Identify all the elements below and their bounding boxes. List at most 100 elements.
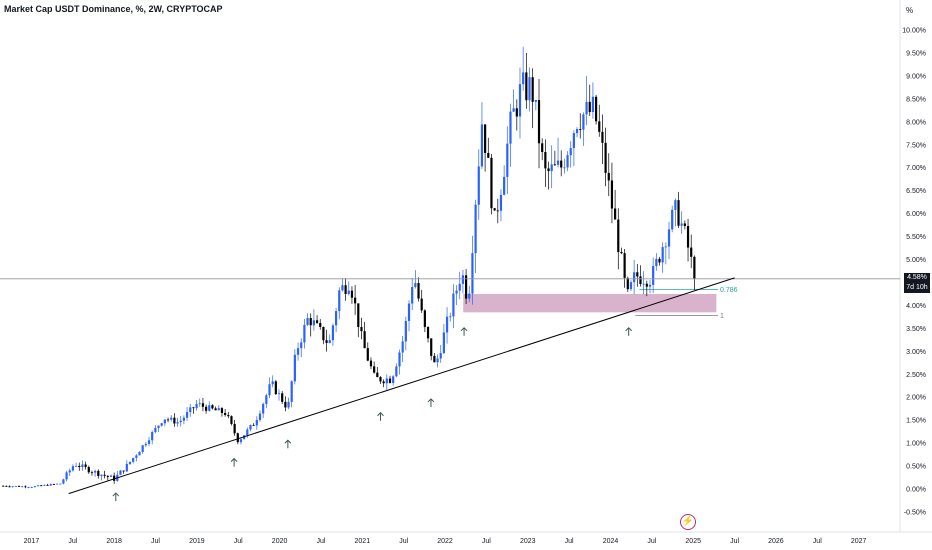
candle-body <box>65 472 68 480</box>
candle-body <box>27 487 30 488</box>
x-tick-label: 2017 <box>24 538 40 545</box>
candle-body <box>579 129 582 130</box>
candle-body <box>163 419 166 424</box>
candle-body <box>198 403 201 405</box>
candle-body <box>490 157 493 209</box>
candle-body <box>629 282 633 290</box>
candle-body <box>645 283 648 287</box>
candle-body <box>55 483 59 485</box>
candle-body <box>33 486 36 488</box>
candle-body <box>192 407 195 409</box>
arrow-head <box>460 327 468 332</box>
y-tick-label: 5.50% <box>906 234 926 241</box>
candle-body <box>512 108 515 112</box>
ascending-trendline <box>68 277 735 495</box>
candle-body <box>208 405 211 411</box>
y-tick-label: 9.00% <box>906 73 926 80</box>
candle-body <box>563 167 566 169</box>
candle-body <box>388 378 392 383</box>
candle-body <box>683 223 686 227</box>
candle-body <box>639 276 642 285</box>
candle-body <box>239 439 243 443</box>
candle-body <box>414 283 417 288</box>
candle-body <box>17 486 21 487</box>
x-tick-label: 2021 <box>355 538 371 545</box>
candle-body <box>648 284 652 287</box>
x-tick-label: Jul <box>316 538 325 545</box>
bolt-icon[interactable]: ⚡ <box>680 514 696 530</box>
y-tick-label: -0.50% <box>904 510 926 517</box>
unit-label[interactable]: % <box>906 6 914 15</box>
candle-body <box>642 283 645 285</box>
candle-body <box>452 293 455 317</box>
candle-body <box>509 111 512 144</box>
last-price-value: 4.58% <box>907 274 927 281</box>
candle-body <box>271 381 274 385</box>
arrow-up-icon <box>284 439 292 449</box>
candle-body <box>572 133 575 149</box>
candle-body <box>636 272 639 277</box>
candle-body <box>385 378 388 384</box>
candle-body <box>474 204 477 254</box>
support-arrows-layer <box>112 327 633 502</box>
candle-body <box>553 164 556 166</box>
x-tick-label: Jul <box>482 538 491 545</box>
arrow-head <box>377 412 384 417</box>
candle-body <box>224 412 227 415</box>
candle-body <box>471 253 474 294</box>
candle-body <box>284 401 287 408</box>
candle-body <box>442 332 445 354</box>
x-tick-label: 2023 <box>520 538 536 545</box>
y-tick-label: 7.50% <box>906 142 926 149</box>
candle-body <box>30 487 33 488</box>
candle-body <box>40 485 43 487</box>
candle-body <box>499 194 503 211</box>
candle-body <box>344 285 347 294</box>
candle-body <box>598 121 601 132</box>
y-tick-label: 0.50% <box>906 464 926 471</box>
candle-body <box>522 72 525 85</box>
candle-body <box>601 131 604 143</box>
candle-body <box>151 432 154 441</box>
candle-body <box>664 246 667 248</box>
candle-body <box>62 479 65 484</box>
candle-body <box>493 208 496 211</box>
y-tick-label: 9.50% <box>906 50 926 57</box>
candle-body <box>201 403 205 407</box>
candle-body <box>122 470 125 472</box>
bar-countdown: 7d 10h <box>906 284 928 291</box>
arrow-up-icon <box>230 457 238 467</box>
candle-body <box>439 353 442 359</box>
candle-body <box>71 466 75 471</box>
x-tick-label: 2019 <box>189 538 205 545</box>
candle-body <box>135 455 138 458</box>
candle-body <box>46 484 49 486</box>
candle-body <box>109 475 113 477</box>
candle-body <box>633 272 636 283</box>
x-axis[interactable]: 2017 Jul 2018 Jul 2019 Jul 2020 Jul 2021 Jul 2022 J… <box>24 538 867 545</box>
candle-body <box>477 166 480 205</box>
candle-body <box>544 152 547 169</box>
candle-body <box>230 416 233 424</box>
candle-body <box>160 423 163 426</box>
candle-body <box>287 401 290 408</box>
candle-body <box>623 253 626 278</box>
candle-body <box>84 464 87 468</box>
fib-level-label: 1 <box>720 313 724 320</box>
candle-body <box>360 327 363 332</box>
candle-body <box>147 440 151 444</box>
candle-body <box>290 381 293 402</box>
candle-body <box>8 486 11 488</box>
candle-body <box>265 395 268 404</box>
y-axis[interactable]: 10.00% 9.50% 9.00% 8.50% 8.00% 7.50% 7.00% 6.50… <box>902 28 926 517</box>
candle-body <box>366 348 369 361</box>
candle-body <box>249 425 252 430</box>
candle-body <box>674 200 677 210</box>
candle-body <box>36 485 40 487</box>
candle-body <box>420 298 423 311</box>
candle-body <box>78 465 81 468</box>
candle-body <box>404 320 407 342</box>
candle-body <box>506 143 509 177</box>
x-tick-label: 2020 <box>272 538 288 545</box>
